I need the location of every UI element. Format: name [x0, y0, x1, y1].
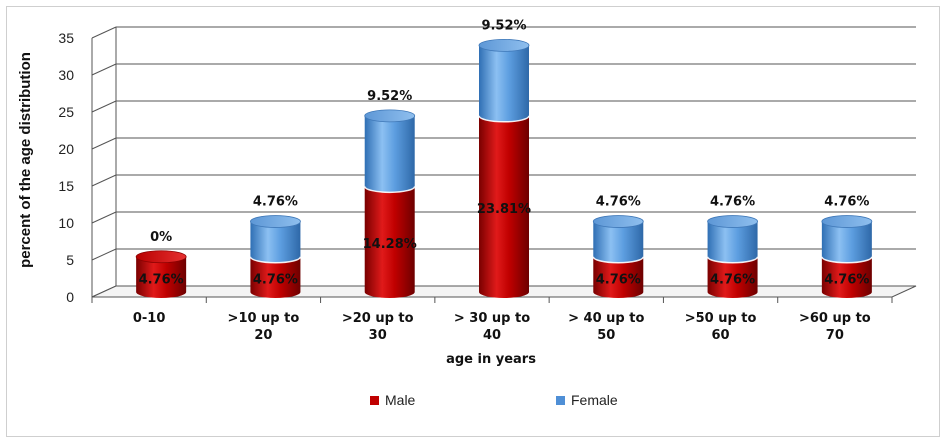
y-tick-label: 0	[66, 289, 74, 305]
data-label-male: 14.28%	[363, 237, 417, 252]
legend-swatch	[556, 396, 565, 405]
legend-label: Female	[571, 392, 618, 408]
bar-female-top	[592, 215, 644, 228]
x-tick-label: >50 up to 60	[685, 311, 757, 343]
data-label-male: 4.76%	[824, 272, 869, 287]
x-tick-label: >60 up to 70	[799, 311, 871, 343]
x-tick-label: 0-10	[133, 311, 166, 326]
bar-male	[250, 256, 301, 298]
gridline-side	[91, 137, 117, 150]
bar-female-top	[707, 215, 758, 228]
x-tick-label: > 40 up to 50	[568, 311, 644, 343]
gridline-side	[91, 26, 117, 39]
segment-divider	[821, 256, 873, 264]
bar-female-top	[478, 38, 530, 52]
bar-male-top	[135, 250, 187, 264]
segment-divider	[363, 186, 416, 194]
bars	[135, 38, 873, 298]
chart-frame	[6, 6, 940, 437]
bar-male	[136, 256, 187, 298]
legend: Male Female	[370, 392, 618, 408]
segment-divider	[706, 256, 759, 264]
segment-divider	[478, 115, 530, 123]
x-axis-title: age in years	[446, 352, 536, 367]
y-tick-label: 35	[58, 30, 74, 46]
bar-male	[821, 256, 872, 298]
gridline-side	[91, 248, 117, 261]
y-tick-label: 20	[58, 141, 74, 157]
bar-female	[593, 221, 644, 263]
data-label-male: 4.76%	[710, 272, 755, 287]
y-tick-label: 5	[66, 252, 74, 268]
gridline-side	[91, 63, 117, 76]
bar-female	[250, 221, 301, 263]
axis-titles: percent of the age distribution age in y…	[17, 52, 536, 367]
gridline-side	[91, 211, 117, 224]
y-tick-label: 15	[58, 178, 74, 194]
data-label-female: 4.76%	[824, 195, 869, 210]
data-label-female: 0%	[150, 230, 172, 245]
legend-label: Male	[385, 392, 416, 408]
y-tick-label: 30	[58, 67, 74, 83]
bar-female	[821, 221, 872, 263]
data-label-male: 4.76%	[139, 272, 184, 287]
x-tick-label: >20 up to 30	[342, 311, 414, 343]
bar-female	[364, 115, 415, 193]
y-tick-label: 25	[58, 104, 74, 120]
data-labels: 4.76% 0% 4.76% 4.76% 14.28% 9.52% 23.81% 9.52% 4…	[139, 18, 870, 287]
data-label-female: 4.76%	[710, 195, 755, 210]
bar-female-top	[821, 215, 873, 228]
bar-male	[479, 115, 529, 298]
data-label-female: 9.52%	[481, 18, 526, 33]
data-label-male: 4.76%	[596, 272, 641, 287]
bar-female-top	[250, 215, 301, 228]
gridline-side	[91, 100, 117, 113]
y-tick-label: 10	[58, 215, 74, 231]
bar-male	[707, 256, 758, 298]
bar-female	[479, 45, 529, 122]
bar-female	[707, 221, 758, 263]
x-tick-label: >10 up to 20	[228, 311, 300, 343]
data-label-female: 9.52%	[367, 89, 412, 104]
legend-swatch	[370, 396, 379, 405]
y-axis-title: percent of the age distribution	[17, 52, 34, 268]
segment-divider	[249, 256, 302, 264]
data-label-female: 4.76%	[596, 195, 641, 210]
gridline-side	[91, 174, 117, 187]
data-label-male: 4.76%	[253, 272, 298, 287]
bar-male	[593, 256, 644, 298]
data-label-female: 4.76%	[253, 195, 298, 210]
bar-female-top	[364, 109, 416, 123]
bar-male	[364, 186, 415, 298]
x-tick-label: > 30 up to 40	[454, 311, 530, 343]
segment-divider	[592, 256, 645, 264]
data-label-male: 23.81%	[477, 202, 531, 217]
